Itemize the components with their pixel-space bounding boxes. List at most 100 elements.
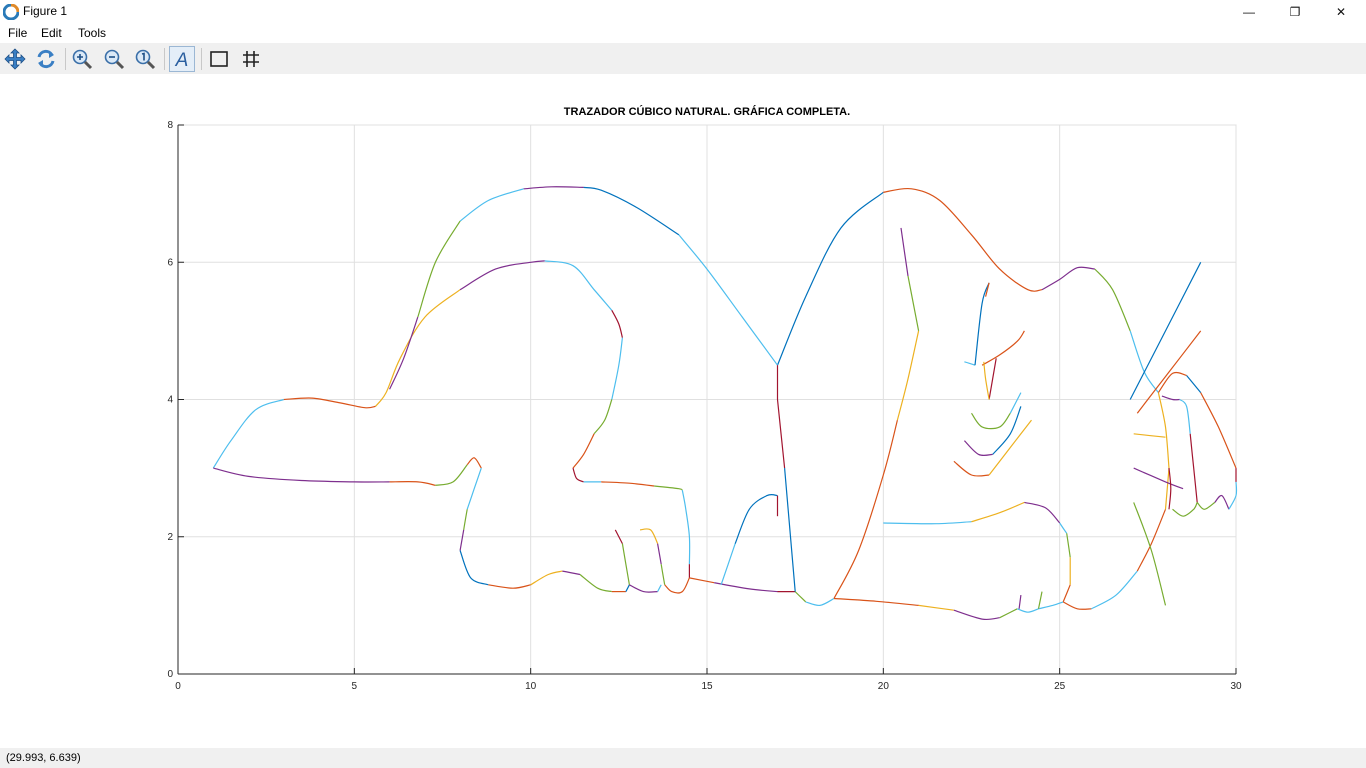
rotate-button[interactable] bbox=[33, 46, 59, 72]
spline-segment-75 bbox=[1038, 601, 1064, 610]
spline-segment-90 bbox=[992, 406, 1022, 455]
spline-segment-92 bbox=[988, 419, 1032, 476]
spline-segment-19 bbox=[805, 597, 835, 607]
spline-segment-30 bbox=[583, 186, 680, 236]
spline-segment-73 bbox=[999, 608, 1018, 619]
insert-text-button[interactable]: A bbox=[169, 46, 195, 72]
spline-segment-95 bbox=[1157, 371, 1187, 393]
spline-segment-45 bbox=[466, 467, 482, 510]
spline-segment-44 bbox=[466, 457, 482, 469]
maximize-button[interactable]: ❐ bbox=[1289, 5, 1301, 19]
menu-tools[interactable]: Tools bbox=[78, 26, 107, 40]
spline-segment-59 bbox=[639, 528, 659, 544]
spline-segment-62 bbox=[664, 577, 690, 594]
y-tick-label: 2 bbox=[167, 532, 173, 543]
spline-segment-69 bbox=[1062, 584, 1071, 603]
spline-segment-27 bbox=[1094, 268, 1131, 332]
spline-segment-8 bbox=[572, 433, 595, 469]
spline-segment-60 bbox=[657, 543, 662, 565]
spline-segment-98 bbox=[1157, 392, 1170, 469]
zoom-out-button[interactable] bbox=[101, 46, 127, 72]
spline-segment-41 bbox=[213, 467, 390, 483]
spline-segment-71 bbox=[918, 604, 954, 611]
spline-segment-25 bbox=[883, 187, 1043, 292]
zoom-reset-icon bbox=[135, 49, 156, 70]
spline-segment-88 bbox=[1009, 392, 1022, 414]
spline-segment-31 bbox=[523, 186, 584, 190]
spline-segment-49 bbox=[488, 584, 531, 589]
x-tick-label: 30 bbox=[1230, 681, 1242, 692]
rotate-icon bbox=[37, 49, 55, 69]
spline-segment-46 bbox=[463, 509, 468, 530]
spline-segment-11 bbox=[601, 481, 655, 487]
spline-segment-67 bbox=[1066, 533, 1071, 558]
x-tick-label: 15 bbox=[701, 681, 713, 692]
spline-segment-97 bbox=[1200, 392, 1237, 469]
menu-edit[interactable]: Edit bbox=[41, 26, 62, 40]
pan-icon bbox=[4, 48, 26, 70]
figure-canvas[interactable]: 0 5 10 15 20 25 30 0 2 4 6 8 TRAZADOR CÚBICO NATURA… bbox=[0, 74, 1366, 748]
spline-segment-79 bbox=[1091, 570, 1138, 610]
spline-segment-56 bbox=[621, 543, 630, 585]
spline-segment-86 bbox=[983, 361, 990, 400]
spline-segment-6 bbox=[611, 337, 623, 400]
status-bar: (29.993, 6.639) bbox=[0, 748, 1366, 768]
spline-segment-13 bbox=[681, 489, 691, 565]
grid-toggle-button[interactable] bbox=[238, 46, 264, 72]
spline-segment-61 bbox=[660, 564, 666, 585]
toolbar-separator bbox=[201, 48, 202, 70]
spline-segment-83 bbox=[985, 282, 990, 297]
spline-segment-81 bbox=[964, 361, 976, 366]
spline-segment-21 bbox=[896, 330, 920, 421]
axes-box-icon bbox=[210, 51, 228, 67]
spline-segment-85 bbox=[988, 358, 997, 400]
zoom-in-icon bbox=[72, 49, 93, 70]
spline-segment-39 bbox=[734, 493, 778, 544]
grid-lines bbox=[177, 124, 1237, 675]
plot-svg[interactable]: 0 5 10 15 20 25 30 0 2 4 6 8 TRAZADOR CÚBICO NATURA… bbox=[0, 74, 1366, 748]
chart-title: TRAZADOR CÚBICO NATURAL. GRÁFICA COMPLET… bbox=[564, 105, 850, 118]
spline-segment-74 bbox=[1017, 608, 1039, 613]
pan-button[interactable] bbox=[2, 46, 28, 72]
spline-segment-58 bbox=[657, 584, 662, 592]
toolbar-separator bbox=[164, 48, 165, 70]
spline-segment-32 bbox=[459, 188, 524, 222]
spline-segment-48 bbox=[459, 550, 489, 586]
zoom-in-button[interactable] bbox=[69, 46, 95, 72]
spline-segment-1 bbox=[283, 397, 376, 409]
spline-segment-78 bbox=[1062, 601, 1092, 610]
spline-segment-76 bbox=[1018, 595, 1022, 609]
spline-segment-108 bbox=[1133, 433, 1166, 438]
grid-toggle-icon bbox=[243, 51, 259, 67]
y-tick-label: 4 bbox=[167, 395, 173, 406]
x-tick-label: 0 bbox=[175, 681, 181, 692]
zoom-reset-button[interactable] bbox=[132, 46, 158, 72]
cursor-coordinates: (29.993, 6.639) bbox=[6, 752, 81, 764]
spline-segment-4 bbox=[544, 260, 613, 311]
spline-segment-20 bbox=[833, 419, 898, 599]
spline-segment-37 bbox=[784, 468, 796, 592]
spline-segment-80 bbox=[1136, 509, 1167, 572]
close-button[interactable]: ✕ bbox=[1335, 5, 1347, 19]
spline-segment-72 bbox=[953, 609, 1000, 621]
spline-segment-50 bbox=[530, 570, 563, 586]
spline-segment-34 bbox=[389, 316, 419, 390]
spline-segment-96 bbox=[1186, 375, 1202, 393]
minimize-button[interactable]: — bbox=[1243, 5, 1255, 19]
spline-segment-54 bbox=[625, 584, 630, 592]
axes-box-button[interactable] bbox=[206, 46, 232, 72]
menu-file[interactable]: File bbox=[8, 26, 28, 40]
spline-segment-89 bbox=[963, 440, 993, 457]
spline-segment-84 bbox=[981, 330, 1025, 366]
spline-segment-77 bbox=[1037, 591, 1043, 609]
spline-segment-100 bbox=[1161, 395, 1180, 401]
zoom-out-icon bbox=[104, 49, 125, 70]
window-title: Figure 1 bbox=[23, 4, 68, 18]
spline-segment-65 bbox=[1024, 501, 1061, 524]
spline-segment-110 bbox=[1133, 502, 1167, 606]
spline-segment-26 bbox=[1041, 266, 1095, 291]
figure-toolbar: A bbox=[0, 43, 1366, 74]
text-insert-icon: A bbox=[175, 50, 189, 70]
spline-segment-33 bbox=[417, 220, 461, 318]
spline-segment-47 bbox=[459, 529, 465, 551]
